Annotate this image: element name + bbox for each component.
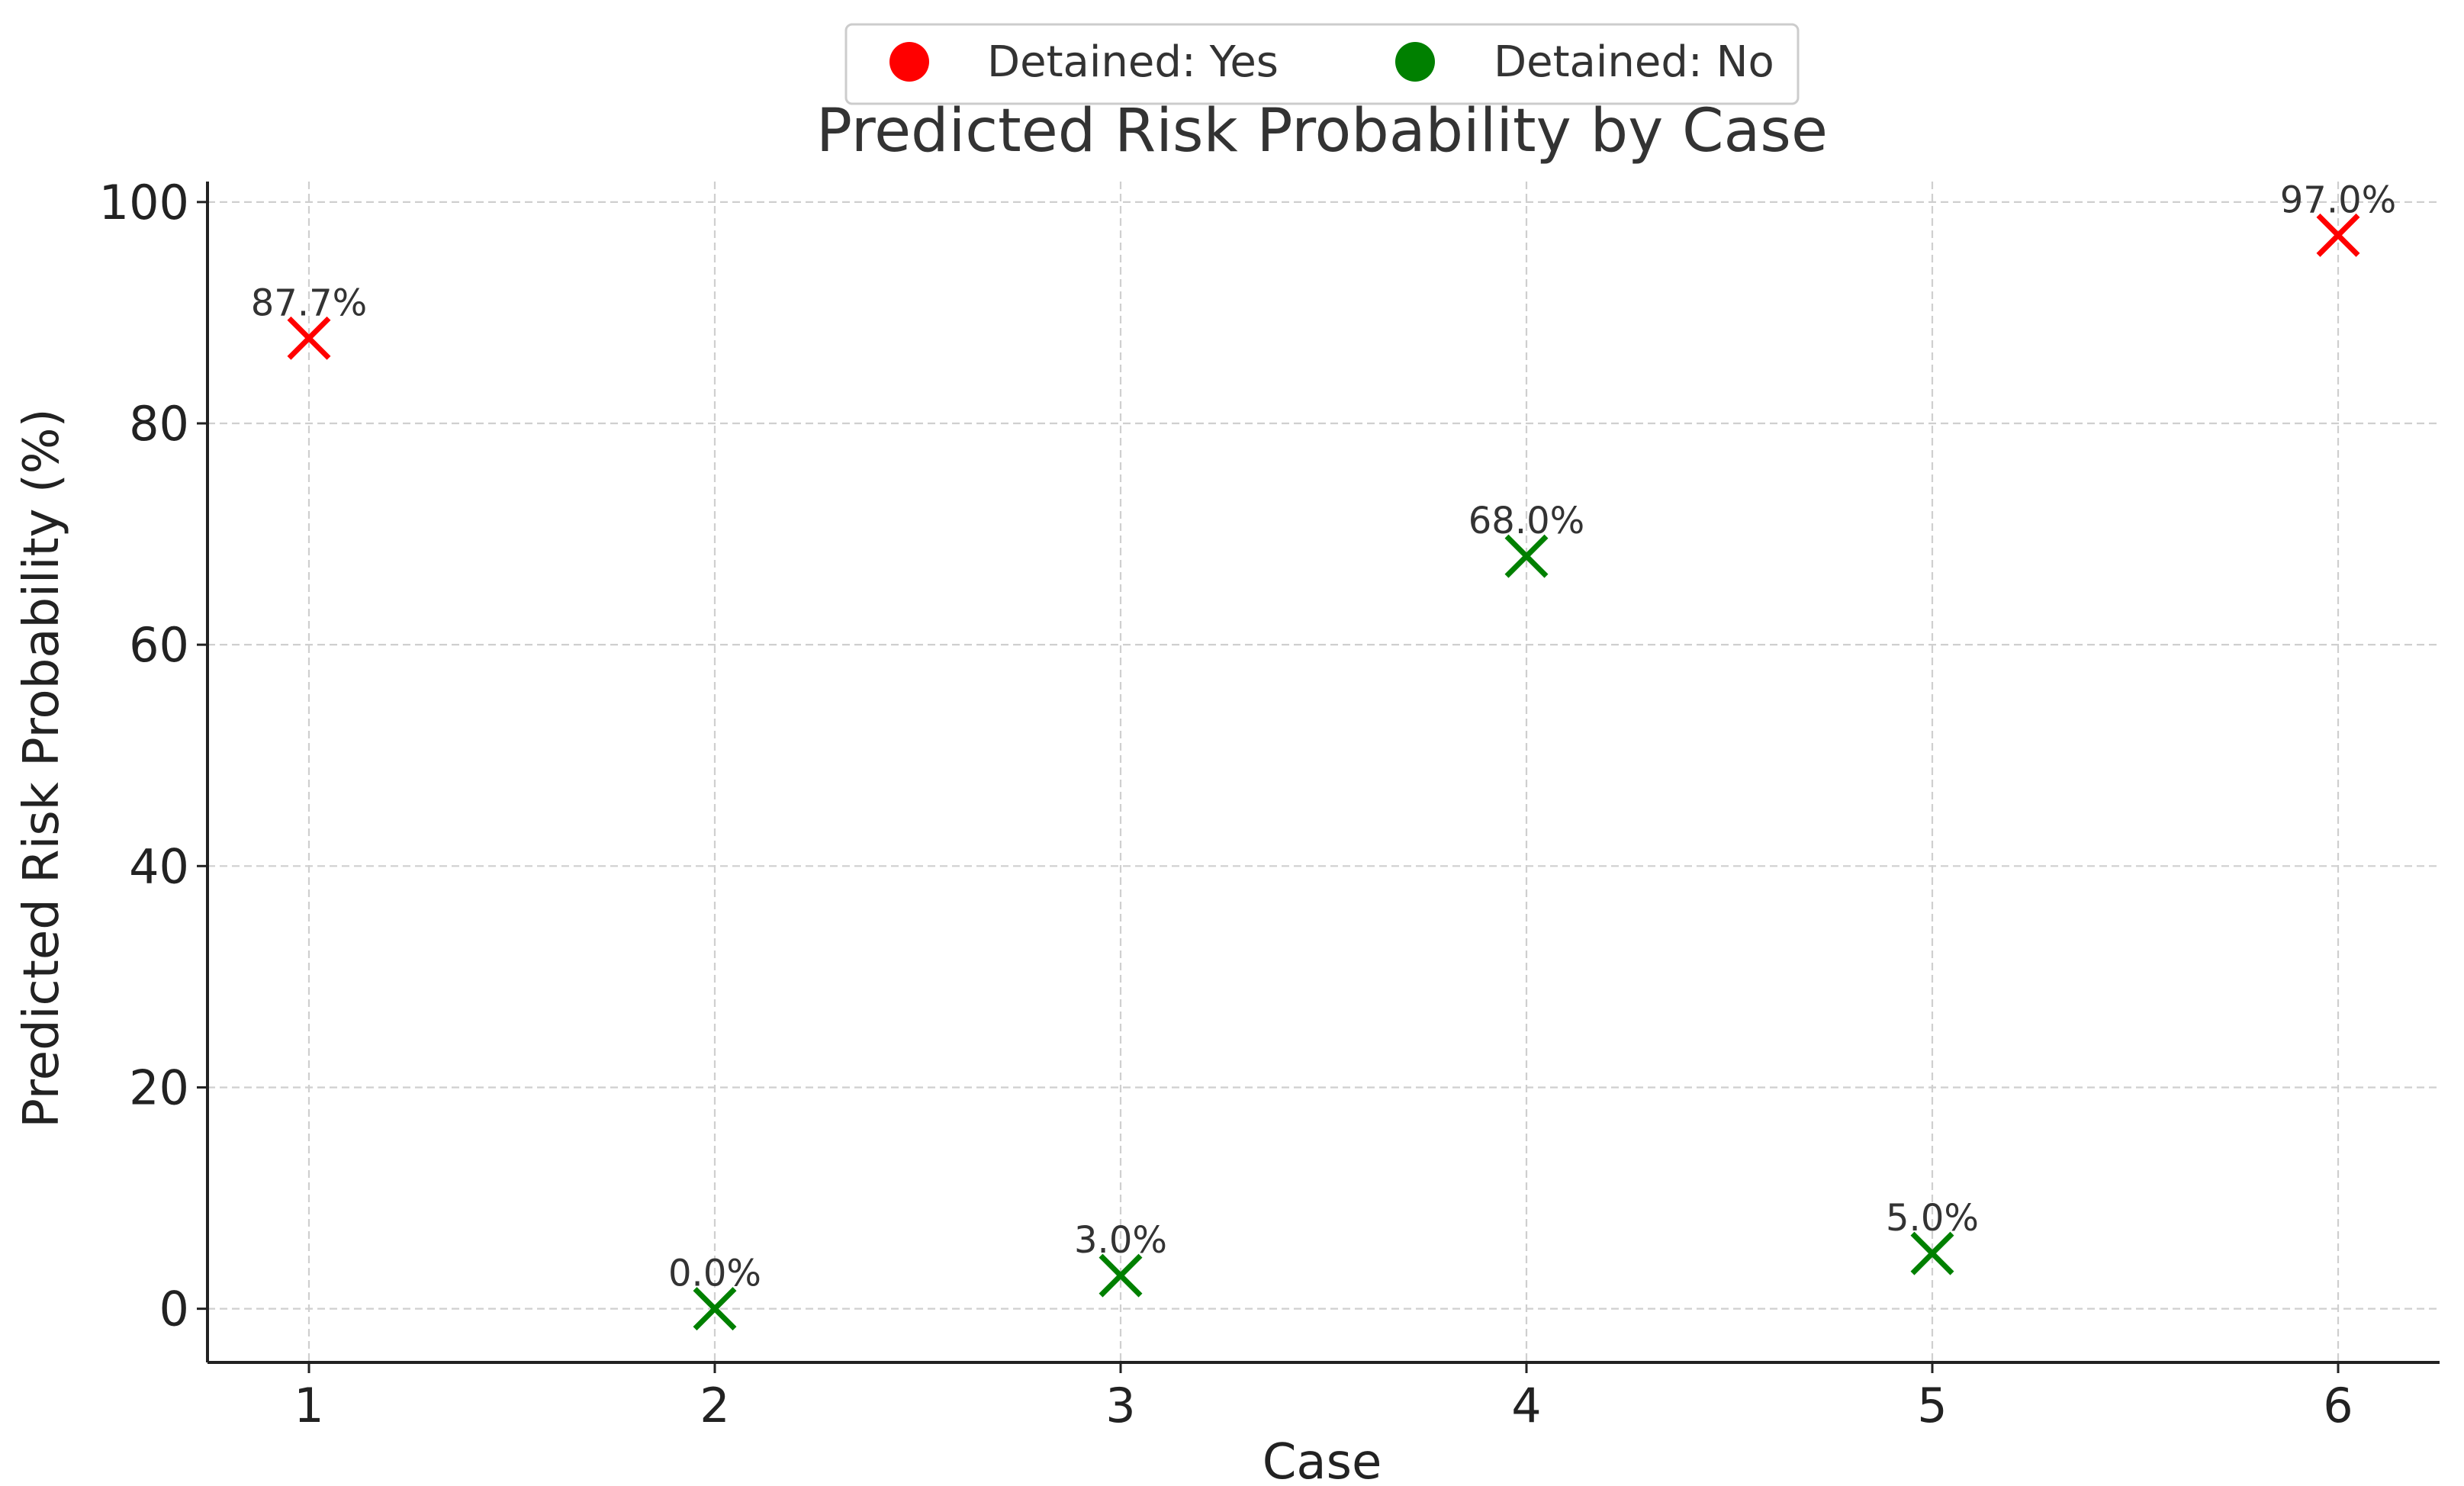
legend-marker-detained-yes bbox=[889, 42, 929, 82]
y-tick-label: 60 bbox=[129, 617, 189, 673]
y-axis-title: Predicted Risk Probability (%) bbox=[14, 408, 70, 1127]
data-point-case-2: 0.0% bbox=[668, 1253, 761, 1331]
data-label-case-1: 87.7% bbox=[251, 281, 367, 324]
x-marker-stroke bbox=[2316, 213, 2360, 257]
x-tick-label: 5 bbox=[1917, 1378, 1947, 1433]
legend-label-detained-no: Detained: No bbox=[1494, 37, 1774, 87]
x-marker-stroke bbox=[1099, 1253, 1143, 1298]
chart-title: Predicted Risk Probability by Case bbox=[816, 97, 1828, 166]
y-tick-label: 20 bbox=[129, 1060, 189, 1115]
x-marker-stroke bbox=[693, 1287, 737, 1331]
x-marker-stroke bbox=[287, 316, 331, 360]
x-tick-label: 4 bbox=[1511, 1378, 1541, 1433]
grid-lines bbox=[207, 182, 2440, 1362]
data-label-case-6: 97.0% bbox=[2280, 179, 2396, 221]
data-label-case-2: 0.0% bbox=[668, 1253, 761, 1295]
data-point-case-1: 87.7% bbox=[251, 281, 367, 360]
axes bbox=[206, 182, 2440, 1364]
x-tick-label: 3 bbox=[1105, 1378, 1135, 1433]
data-label-case-5: 5.0% bbox=[1886, 1197, 1979, 1240]
data-label-case-4: 68.0% bbox=[1468, 500, 1584, 542]
legend-label-detained-yes: Detained: Yes bbox=[987, 37, 1279, 87]
x-tick-label: 1 bbox=[294, 1378, 323, 1433]
x-marker-stroke bbox=[1504, 534, 1549, 578]
legend-marker-detained-no bbox=[1395, 42, 1435, 82]
data-points: 87.7% 0.0% 3.0% 68.0% 5.0% 97.0% bbox=[251, 179, 2396, 1331]
data-point-case-6: 97.0% bbox=[2280, 179, 2396, 257]
data-point-case-5: 5.0% bbox=[1886, 1197, 1979, 1275]
y-tick-label: 40 bbox=[129, 838, 189, 894]
x-axis-title: Case bbox=[1263, 1434, 1382, 1486]
data-point-case-4: 68.0% bbox=[1468, 500, 1584, 578]
y-tick-label: 0 bbox=[159, 1282, 189, 1337]
y-tick-label: 80 bbox=[129, 396, 189, 452]
x-tick-label: 6 bbox=[2323, 1378, 2353, 1433]
data-label-case-3: 3.0% bbox=[1074, 1219, 1167, 1262]
legend: Detained: Yes Detained: No bbox=[844, 23, 1800, 105]
x-marker-stroke bbox=[1910, 1231, 1954, 1275]
data-point-case-3: 3.0% bbox=[1074, 1219, 1167, 1298]
x-tick-label: 2 bbox=[700, 1378, 729, 1433]
legend-frame bbox=[844, 23, 1800, 105]
y-tick-label: 100 bbox=[99, 175, 189, 230]
